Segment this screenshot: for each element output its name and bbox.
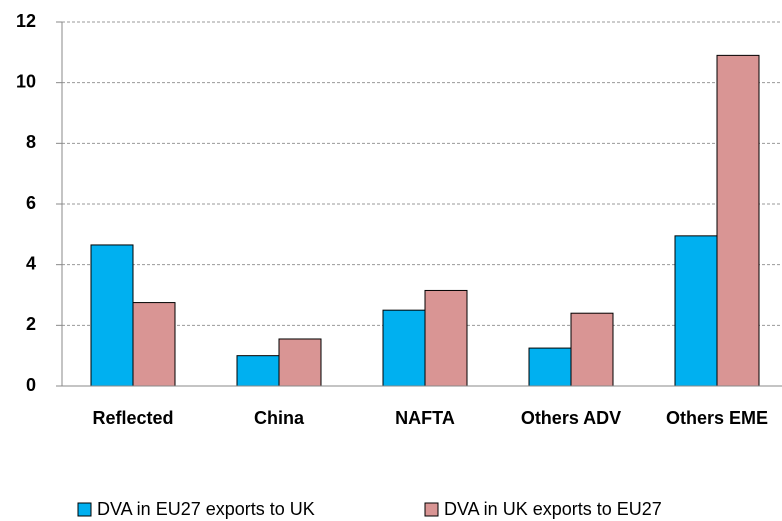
- bar: [528, 347, 572, 387]
- bar: [424, 289, 468, 387]
- bar: [236, 355, 280, 387]
- bar: [674, 235, 718, 387]
- legend-label: DVA in EU27 exports to UK: [97, 499, 315, 519]
- y-tick-label: 4: [26, 253, 36, 273]
- legend-swatch: [424, 502, 439, 517]
- x-tick-label: Reflected: [92, 408, 173, 428]
- y-tick-label: 6: [26, 193, 36, 213]
- x-tick-label: China: [254, 408, 305, 428]
- bar: [570, 312, 614, 387]
- bar: [716, 54, 760, 387]
- y-tick-label: 8: [26, 132, 36, 152]
- bar: [278, 338, 322, 387]
- x-tick-label: Others ADV: [521, 408, 621, 428]
- legend-swatch: [77, 502, 92, 517]
- legend-label: DVA in UK exports to EU27: [444, 499, 662, 519]
- x-tick-label: Others EME: [666, 408, 768, 428]
- bar: [90, 244, 134, 387]
- y-tick-label: 2: [26, 314, 36, 334]
- bar: [382, 309, 426, 387]
- y-tick-label: 12: [16, 11, 36, 31]
- y-tick-label: 10: [16, 71, 36, 91]
- bar: [132, 302, 176, 387]
- y-tick-label: 0: [26, 375, 36, 395]
- x-tick-label: NAFTA: [395, 408, 455, 428]
